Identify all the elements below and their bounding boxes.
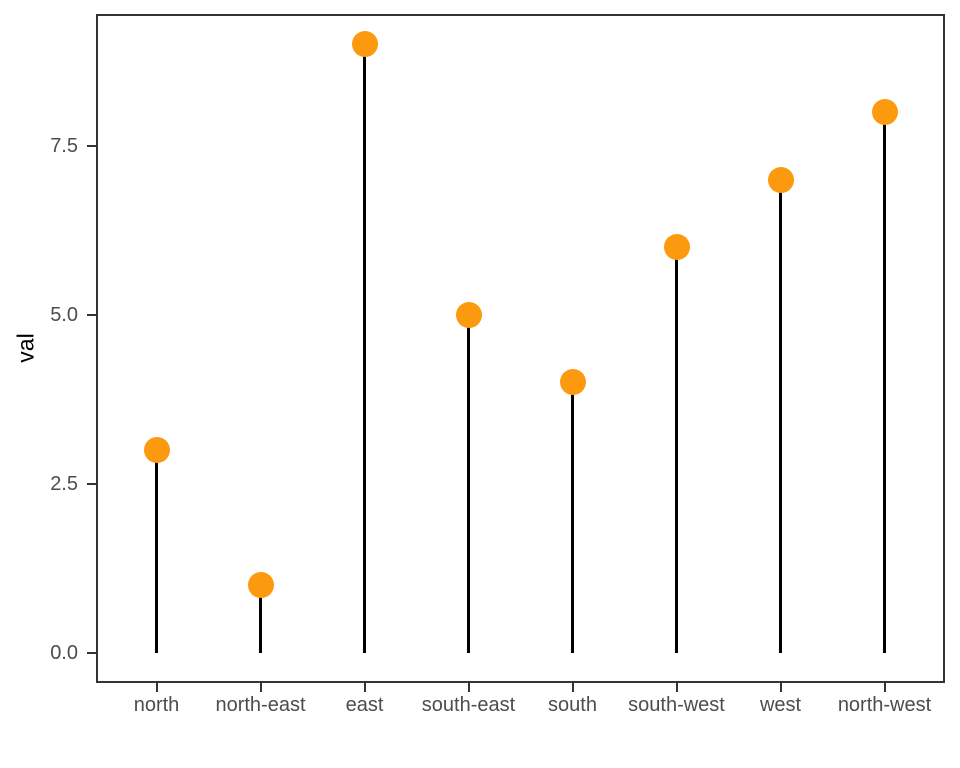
y-tick-label: 5.0 [50,303,78,326]
lollipop-point [247,572,274,598]
lollipop-stem [779,179,782,653]
y-tick-mark [87,651,96,654]
x-tick-label: south-west [628,694,725,716]
lollipop-stem [155,449,158,653]
lollipop-stem [363,44,366,653]
x-tick-label: south [548,694,597,716]
lollipop-point [663,234,690,261]
x-tick-mark [363,683,366,692]
y-tick-mark [87,144,96,147]
lollipop-point [143,436,170,463]
lollipop-stem [259,585,262,653]
lollipop-stem [675,247,678,653]
lollipop-stem [571,382,574,653]
lollipop-stem [883,111,886,653]
x-tick-label: east [345,694,384,716]
x-tick-label: north [133,694,180,716]
lollipop-point [767,166,794,193]
lollipop-point [871,98,898,125]
y-tick-label: 0.0 [50,641,78,664]
y-tick-label: 7.5 [50,134,78,157]
lollipop-point [559,369,586,396]
lollipop-point [351,31,378,58]
plot-panel [96,14,945,683]
x-tick-mark [779,683,782,692]
y-axis-title: val [12,333,39,363]
x-tick-mark [675,683,678,692]
y-tick-label: 2.5 [50,472,78,495]
x-tick-mark [155,683,158,692]
y-tick-mark [87,313,96,316]
x-tick-label: west [759,694,802,716]
y-tick-mark [87,482,96,485]
x-tick-mark [883,683,886,692]
x-tick-mark [571,683,574,692]
x-tick-label: north-west [837,694,932,716]
x-tick-mark [259,683,262,692]
lollipop-stem [467,314,470,653]
x-tick-label: north-east [215,694,306,716]
x-tick-mark [467,683,470,692]
lollipop-point [455,301,482,328]
x-tick-label: south-east [421,694,516,716]
